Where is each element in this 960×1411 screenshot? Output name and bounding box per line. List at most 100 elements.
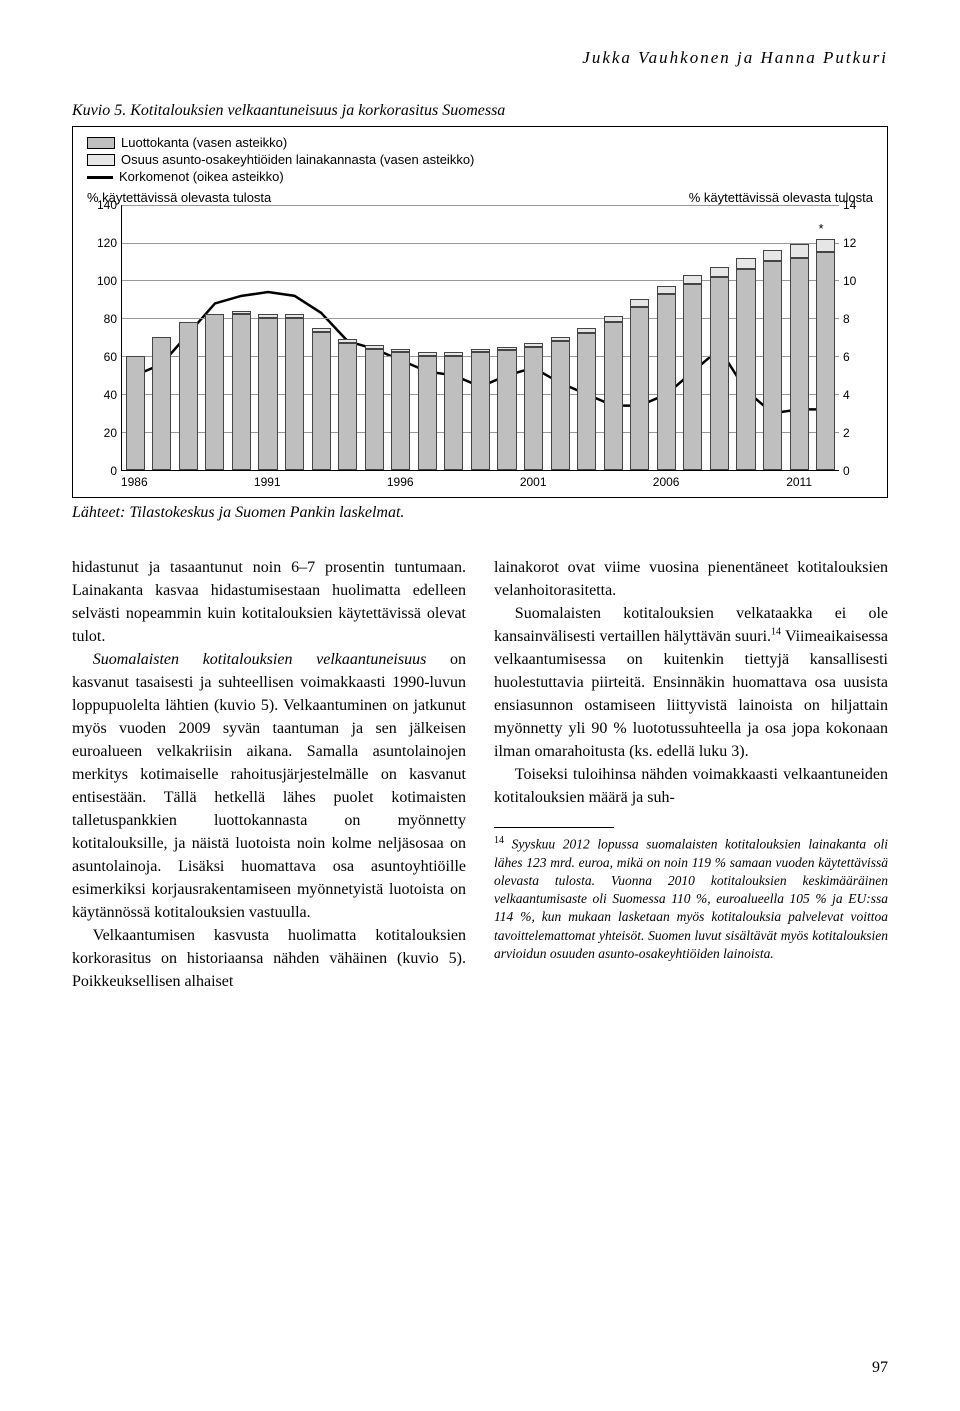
para: lainakorot ovat viime vuosina pienentäne… [494,556,888,602]
bar-group [205,205,224,470]
bar-segment-a [312,332,331,470]
text-run: on kasvanut tasaisesti ja suhteellisen v… [72,651,466,921]
y-right-tick: 0 [843,464,873,478]
bar-segment-b [551,337,570,341]
bar-segment-a [444,356,463,470]
bar-group [551,205,570,470]
bar-group [497,205,516,470]
legend-label: Luottokanta (vasen asteikko) [121,135,287,152]
x-tick-label: 1991 [254,475,281,489]
x-tick-label: 2006 [653,475,680,489]
legend-label: Osuus asunto-osakeyhtiöiden lainakannast… [121,152,474,169]
bar-segment-b [683,275,702,284]
bar-group [683,205,702,470]
bar-segment-a [471,352,490,469]
y-right-tick: 4 [843,388,873,402]
bar-segment-b [497,347,516,351]
legend-item: Luottokanta (vasen asteikko) [87,135,873,152]
para: hidastunut ja tasaantunut noin 6–7 prose… [72,556,466,648]
y-right-tick: 14 [843,198,873,212]
bar-segment-b [604,316,623,322]
bar-segment-a [258,318,277,469]
bar-segment-b [577,328,596,334]
bar-group [126,205,145,470]
x-tick-label: 1986 [121,475,148,489]
y-left-tick: 40 [104,388,117,402]
bar-segment-a [497,350,516,469]
bar-segment-b [391,349,410,353]
bar-segment-b [816,239,835,252]
bar-segment-a [205,314,224,469]
y-left-tick: 60 [104,350,117,364]
bar-group [577,205,596,470]
chart-legend: Luottokanta (vasen asteikko)Osuus asunto… [87,135,873,186]
bar-group [763,205,782,470]
bar-group [444,205,463,470]
figure-title: Kuvio 5. Kotitalouksien velkaantuneisuus… [72,102,888,120]
footnote: 14 Syyskuu 2012 lopussa suomalaisten kot… [494,834,888,963]
running-head: Jukka Vauhkonen ja Hanna Putkuri [72,48,888,68]
y-right-tick: 12 [843,236,873,250]
bar-segment-b [232,311,251,315]
bar-segment-a [763,261,782,469]
bar-group [630,205,649,470]
bar-segment-b [657,286,676,294]
bar-segment-a [126,356,145,470]
bar-segment-b [630,299,649,307]
footnote-num: 14 [494,835,504,846]
bar-segment-a [710,277,729,470]
bar-segment-b [736,258,755,269]
footnote-text: Syyskuu 2012 lopussa suomalaisten kotita… [494,837,888,961]
bar-segment-b [444,352,463,356]
x-tick-label: 2001 [520,475,547,489]
bar-segment-a [736,269,755,470]
footnote-separator [494,827,614,828]
bar-group [418,205,437,470]
bar-segment-a [657,294,676,470]
legend-item: Korkomenot (oikea asteikko) [87,169,873,186]
y-left-tick: 0 [110,464,117,478]
para: Suomalaisten kotitalouksien velkataakka … [494,602,888,763]
bar-segment-b [338,339,357,343]
chart-plot-area: 020406080100120140 02468101214 * 1986199… [87,205,873,495]
bar-segment-a [365,349,384,470]
legend-swatch [87,176,113,179]
y-left-tick: 100 [97,274,117,288]
bar-segment-b [471,349,490,353]
bar-group [152,205,171,470]
bar-segment-a [179,322,198,470]
bar-segment-b [710,267,729,276]
bar-group [790,205,809,470]
bar-group [285,205,304,470]
bar-group [710,205,729,470]
chart-container: Luottokanta (vasen asteikko)Osuus asunto… [72,126,888,498]
x-tick-label: 1996 [387,475,414,489]
bar-segment-a [816,252,835,470]
right-column: lainakorot ovat viime vuosina pienentäne… [494,556,888,994]
figure-source: Lähteet: Tilastokeskus ja Suomen Pankin … [72,504,888,522]
bar-segment-a [683,284,702,470]
para: Velkaantumisen kasvusta huolimatta kotit… [72,924,466,993]
bar-segment-a [152,337,171,470]
bar-segment-a [418,356,437,470]
page-number: 97 [872,1359,888,1377]
para: Suomalaisten kotitalouksien velkaantunei… [72,648,466,924]
bar-segment-b [763,250,782,261]
asterisk-marker: * [819,221,824,236]
left-column: hidastunut ja tasaantunut noin 6–7 prose… [72,556,466,994]
bar-group [312,205,331,470]
bar-group [365,205,384,470]
bar-segment-b [258,314,277,318]
bar-group [524,205,543,470]
bar-segment-b [285,314,304,318]
x-tick-label: 2011 [786,475,812,489]
bar-segment-a [630,307,649,470]
bar-group [179,205,198,470]
bar-segment-a [524,347,543,470]
bar-group [604,205,623,470]
bar-segment-a [577,333,596,469]
bar-segment-a [790,258,809,470]
y-left-tick: 20 [104,426,117,440]
italic-run: Suomalaisten kotitalouksien velkaantunei… [93,651,427,668]
legend-item: Osuus asunto-osakeyhtiöiden lainakannast… [87,152,873,169]
